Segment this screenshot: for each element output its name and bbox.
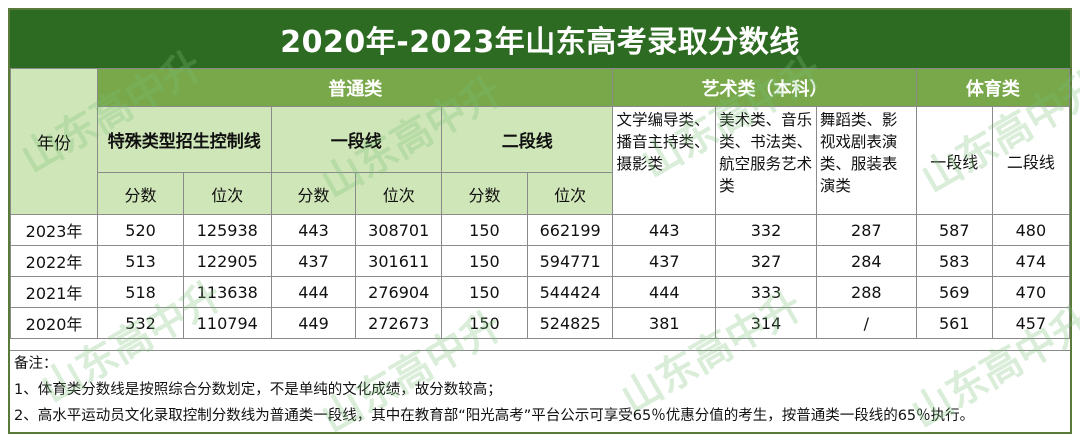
special-rank-cell: 113638 <box>183 276 272 308</box>
tier1-rank-cell: 272673 <box>355 307 442 339</box>
note-line-2: 2、高水平运动员文化录取控制分数线为普通类一段线，其中在教育部“阳光高考”平台公… <box>14 408 975 424</box>
tier1-rank-cell: 276904 <box>355 276 442 308</box>
tier1-score-header: 分数 <box>270 172 357 215</box>
tier1-score-cell: 444 <box>270 276 357 308</box>
page-title: 2020年-2023年山东高考录取分数线 <box>10 10 1070 68</box>
sports-tier1-header: 一段线 <box>915 106 993 215</box>
special-score-cell: 513 <box>97 245 185 277</box>
art-fine-cell: 314 <box>715 307 817 339</box>
art-literature-cell: 381 <box>612 307 717 339</box>
sports-tier2-cell: 474 <box>991 245 1071 277</box>
art-fine-cell: 332 <box>715 214 817 246</box>
sports-tier1-cell: 569 <box>915 276 993 308</box>
tier2-rank-cell: 662199 <box>526 214 614 246</box>
header-row-3: 分数 位次 分数 位次 分数 位次 <box>11 172 1070 215</box>
sports-tier1-cell: 561 <box>915 307 993 339</box>
year-cell: 2020年 <box>9 307 99 339</box>
notes-section: 备注： 1、体育类分数线是按照综合分数划定，不是单纯的文化成绩，故分数较高； 2… <box>10 350 1070 432</box>
art-dance-cell: 288 <box>815 276 917 308</box>
tier2-score-cell: 150 <box>440 307 528 339</box>
special-rank-cell: 125938 <box>183 214 272 246</box>
art-fine-cell: 333 <box>715 276 817 308</box>
tier1-score-cell: 443 <box>270 214 357 246</box>
art-category-header: 艺术类（本科） <box>612 68 917 107</box>
regular-category-header: 普通类 <box>97 68 614 107</box>
header-row-1: 年份 普通类 艺术类（本科） 体育类 <box>9 68 1071 215</box>
tier2-rank-cell: 594771 <box>526 245 614 277</box>
special-rank-cell: 110794 <box>183 307 272 339</box>
tier2-rank-header: 位次 <box>526 172 614 215</box>
tier1-score-cell: 437 <box>270 245 357 277</box>
year-header: 年份 <box>9 68 99 215</box>
tier1-score-cell: 449 <box>270 307 357 339</box>
tier1-rank-header: 位次 <box>355 172 442 215</box>
tier2-score-cell: 150 <box>440 214 528 246</box>
art-literature-cell: 443 <box>612 214 717 246</box>
art-literature-header: 文学编导类、播音主持类、摄影类 <box>612 106 717 215</box>
tier2-score-header: 分数 <box>440 172 528 215</box>
tier2-rank-cell: 544424 <box>526 276 614 308</box>
tier2-score-cell: 150 <box>440 245 528 277</box>
table-row: 2020年 532 110794 449 272673 150 524825 3… <box>9 307 1071 339</box>
tier2-score-cell: 150 <box>440 276 528 308</box>
table-row: 2021年 518 113638 444 276904 150 544424 4… <box>9 276 1071 308</box>
tier1-header: 一段线 <box>270 106 442 173</box>
special-rank-cell: 122905 <box>183 245 272 277</box>
score-table: 年份 普通类 艺术类（本科） 体育类 特殊类型招生控制线 一段线 二段线 文学编… <box>9 68 1071 339</box>
table-row: 2023年 520 125938 443 308701 150 662199 4… <box>9 214 1071 246</box>
tier2-header: 二段线 <box>440 106 614 173</box>
art-literature-cell: 444 <box>612 276 717 308</box>
special-score-cell: 532 <box>97 307 185 339</box>
tier1-rank-cell: 301611 <box>355 245 442 277</box>
art-literature-cell: 437 <box>612 245 717 277</box>
tier2-rank-cell: 524825 <box>526 307 614 339</box>
header-row-2: 特殊类型招生控制线 一段线 二段线 文学编导类、播音主持类、摄影类 美术类、音乐… <box>11 106 1071 215</box>
sports-tier2-cell: 470 <box>991 276 1071 308</box>
notes-heading: 备注： <box>14 356 58 372</box>
art-dance-header: 舞蹈类、影视戏剧表演类、服装表演类 <box>815 106 917 215</box>
special-score-header: 分数 <box>97 172 185 215</box>
art-dance-cell: / <box>815 307 917 339</box>
art-dance-cell: 287 <box>815 214 917 246</box>
special-score-cell: 518 <box>97 276 185 308</box>
special-rank-header: 位次 <box>183 172 272 215</box>
year-cell: 2023年 <box>9 214 99 246</box>
special-line-header: 特殊类型招生控制线 <box>97 106 272 173</box>
sports-tier2-cell: 457 <box>991 307 1071 339</box>
art-dance-cell: 284 <box>815 245 917 277</box>
table-row: 2022年 513 122905 437 301611 150 594771 4… <box>9 245 1071 277</box>
year-cell: 2021年 <box>9 276 99 308</box>
special-score-cell: 520 <box>97 214 185 246</box>
year-cell: 2022年 <box>9 245 99 277</box>
sports-category-header: 体育类 <box>915 68 1071 107</box>
art-fine-cell: 327 <box>715 245 817 277</box>
sports-tier2-cell: 480 <box>991 214 1071 246</box>
tier1-rank-cell: 308701 <box>355 214 442 246</box>
sports-tier2-header: 二段线 <box>991 106 1071 215</box>
note-line-1: 1、体育类分数线是按照综合分数划定，不是单纯的文化成绩，故分数较高； <box>14 382 502 398</box>
score-table-frame: 2020年-2023年山东高考录取分数线 年份 普通类 艺术类（本科） 体育类 … <box>8 8 1080 442</box>
art-fine-header: 美术类、音乐类、书法类、航空服务艺术类 <box>715 106 817 215</box>
sports-tier1-cell: 583 <box>915 245 993 277</box>
sports-tier1-cell: 587 <box>915 214 993 246</box>
